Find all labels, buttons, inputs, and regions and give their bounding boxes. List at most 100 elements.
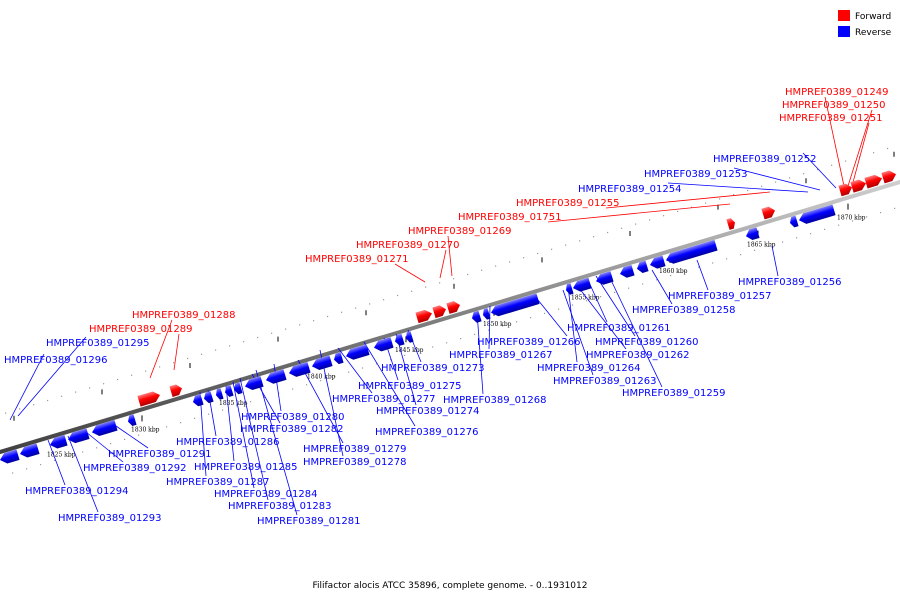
gene-label[interactable]: HMPREF0389_01251 xyxy=(779,113,882,124)
gene-label[interactable]: HMPREF0389_01255 xyxy=(516,198,619,209)
gene-label[interactable]: HMPREF0389_01250 xyxy=(782,100,885,111)
tick-label: 1850 kbp xyxy=(483,321,512,328)
reverse-gene[interactable] xyxy=(0,449,20,465)
forward-gene[interactable] xyxy=(432,304,447,319)
tick-label: 1870 kbp xyxy=(837,215,866,222)
reverse-gene[interactable] xyxy=(489,293,540,318)
reverse-gene[interactable] xyxy=(264,369,287,385)
tick-label: 1845 kbp xyxy=(395,347,424,354)
gene-label[interactable]: HMPREF0389_01256 xyxy=(738,277,841,288)
gene-label[interactable]: HMPREF0389_01281 xyxy=(257,516,360,527)
gene-label[interactable]: HMPREF0389_01288 xyxy=(132,310,235,321)
forward-gene[interactable] xyxy=(137,390,161,407)
reverse-gene[interactable] xyxy=(310,355,333,371)
gene-label[interactable]: HMPREF0389_01296 xyxy=(4,355,107,366)
gene-label[interactable]: HMPREF0389_01283 xyxy=(228,501,331,512)
reverse-gene[interactable] xyxy=(90,419,118,438)
reverse-gene[interactable] xyxy=(344,344,370,361)
legend-forward-swatch xyxy=(838,10,850,21)
gene-label[interactable]: HMPREF0389_01284 xyxy=(214,489,317,500)
gene-label[interactable]: HMPREF0389_01271 xyxy=(305,254,408,265)
reverse-gene[interactable] xyxy=(648,255,666,271)
gene-label[interactable]: HMPREF0389_01280 xyxy=(241,412,344,423)
gene-label[interactable]: HMPREF0389_01289 xyxy=(89,324,192,335)
gene-label[interactable]: HMPREF0389_01266 xyxy=(477,337,580,348)
gene-label[interactable]: HMPREF0389_01262 xyxy=(586,350,689,361)
reverse-gene[interactable] xyxy=(66,428,90,445)
gene-label[interactable]: HMPREF0389_01273 xyxy=(381,363,484,374)
gene-label[interactable]: HMPREF0389_01275 xyxy=(358,381,461,392)
reverse-gene[interactable] xyxy=(404,331,414,343)
tick-label: 1825 kbp xyxy=(47,452,76,459)
gene-label[interactable]: HMPREF0389_01264 xyxy=(537,363,640,374)
reverse-gene[interactable] xyxy=(214,388,224,400)
gene-label[interactable]: HMPREF0389_01253 xyxy=(644,169,747,180)
reverse-gene[interactable] xyxy=(481,308,491,320)
forward-gene[interactable] xyxy=(446,300,461,314)
reverse-gene[interactable] xyxy=(564,283,574,295)
gene-label[interactable]: HMPREF0389_01249 xyxy=(785,87,888,98)
reverse-gene[interactable] xyxy=(223,385,234,398)
forward-gene[interactable] xyxy=(881,169,897,184)
gene-label[interactable]: HMPREF0389_01276 xyxy=(375,427,478,438)
gene-label[interactable]: HMPREF0389_01274 xyxy=(376,406,479,417)
reverse-gene[interactable] xyxy=(635,260,649,275)
reverse-gene[interactable] xyxy=(797,204,836,226)
gene-label[interactable]: HMPREF0389_01270 xyxy=(356,240,459,251)
gene-label[interactable]: HMPREF0389_01257 xyxy=(668,291,771,302)
map-caption: Filifactor alocis ATCC 35896, complete g… xyxy=(312,581,587,591)
gene-label[interactable]: HMPREF0389_01269 xyxy=(408,226,511,237)
gene-label[interactable]: HMPREF0389_01287 xyxy=(166,477,269,488)
reverse-gene[interactable] xyxy=(126,414,137,427)
reverse-gene[interactable] xyxy=(618,264,635,279)
reverse-gene[interactable] xyxy=(232,382,243,395)
gene-label[interactable]: HMPREF0389_01286 xyxy=(176,437,279,448)
gene-label[interactable]: HMPREF0389_01291 xyxy=(108,449,211,460)
gene-label[interactable]: HMPREF0389_01268 xyxy=(443,395,546,406)
gene-label[interactable]: HMPREF0389_01285 xyxy=(194,462,297,473)
legend-forward-label: Forward xyxy=(855,12,891,22)
gene-label[interactable]: HMPREF0389_01279 xyxy=(303,444,406,455)
forward-gene[interactable] xyxy=(850,178,867,193)
gene-label[interactable]: HMPREF0389_01260 xyxy=(595,337,698,348)
reverse-gene[interactable] xyxy=(788,215,799,229)
gene-label[interactable]: HMPREF0389_01292 xyxy=(83,463,186,474)
forward-gene[interactable] xyxy=(838,182,853,197)
legend-reverse-label: Reverse xyxy=(855,28,892,38)
gene-label[interactable]: HMPREF0389_01263 xyxy=(553,376,656,387)
forward-gene[interactable] xyxy=(726,217,736,230)
reverse-gene[interactable] xyxy=(372,337,394,353)
gene-label[interactable]: HMPREF0389_01294 xyxy=(25,486,128,497)
gene-label[interactable]: HMPREF0389_01254 xyxy=(578,184,681,195)
ruler-dots xyxy=(5,147,896,474)
gene-label[interactable]: HMPREF0389_01267 xyxy=(449,350,552,361)
gene-label[interactable]: HMPREF0389_01282 xyxy=(240,424,343,435)
forward-gene[interactable] xyxy=(415,308,433,324)
gene-label[interactable]: HMPREF0389_01278 xyxy=(303,457,406,468)
forward-gene[interactable] xyxy=(169,383,183,397)
gene-label[interactable]: HMPREF0389_01295 xyxy=(46,338,149,349)
reverse-gene[interactable] xyxy=(393,333,405,347)
reverse-gene[interactable] xyxy=(664,239,718,266)
reverse-gene[interactable] xyxy=(243,376,264,392)
reverse-gene[interactable] xyxy=(191,394,204,407)
gene-label[interactable]: HMPREF0389_01751 xyxy=(458,212,561,223)
reverse-gene[interactable] xyxy=(744,227,760,241)
forward-gene[interactable] xyxy=(761,205,776,220)
reverse-gene[interactable] xyxy=(332,352,344,365)
gene-label[interactable]: HMPREF0389_01261 xyxy=(567,323,670,334)
gene-label[interactable]: HMPREF0389_01277 xyxy=(332,394,435,405)
reverse-gene[interactable] xyxy=(571,277,592,294)
reverse-gene[interactable] xyxy=(594,271,614,286)
gene-label[interactable]: HMPREF0389_01258 xyxy=(632,305,735,316)
forward-gene[interactable] xyxy=(864,173,883,189)
reverse-gene[interactable] xyxy=(48,434,68,450)
gene-label[interactable]: HMPREF0389_01252 xyxy=(713,154,816,165)
reverse-gene[interactable] xyxy=(470,310,482,324)
reverse-gene[interactable] xyxy=(287,362,311,379)
reverse-gene[interactable] xyxy=(18,443,40,459)
gene-label[interactable]: HMPREF0389_01293 xyxy=(58,513,161,524)
gene-label[interactable]: HMPREF0389_01259 xyxy=(622,388,725,399)
reverse-gene[interactable] xyxy=(202,391,214,404)
